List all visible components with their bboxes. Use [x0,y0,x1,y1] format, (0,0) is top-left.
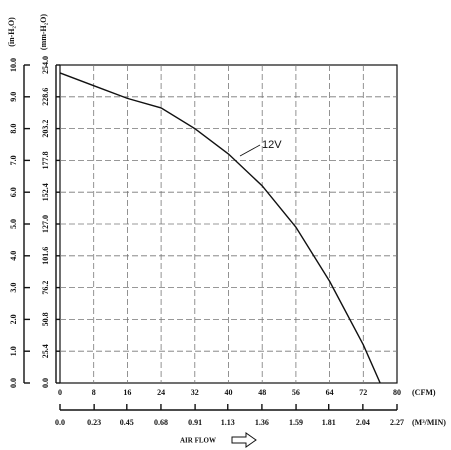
y-tick-label: 0.0 [9,378,18,388]
x-tick-label: 72 [359,388,367,397]
y2-tick-label: 101.6 [41,247,50,265]
y2-tick-label: 228.6 [41,88,50,106]
curve [59,72,381,384]
y-axis-title: (in-H₂O) [7,17,16,47]
y2-tick-label: 50.8 [41,312,50,326]
x2-tick-label: 0.68 [154,418,168,427]
y2-tick-label: 254.0 [41,56,50,74]
x2-tick-label: 0.45 [120,418,134,427]
x2-unit: (M³/MIN) [412,418,446,427]
y-tick-label: 7.0 [9,155,18,165]
x-tick-label: 56 [292,388,300,397]
y2-tick-label: 177.8 [41,151,50,169]
y-tick-label: 2.0 [9,314,18,324]
y-tick-label: 3.0 [9,283,18,293]
y2-tick-label: 203.2 [41,120,50,138]
y-tick-label: 9.0 [9,92,18,102]
x-tick-label: 0 [58,388,62,397]
y2-tick-label: 152.4 [41,183,50,201]
x2-tick-label: 1.81 [322,418,336,427]
x-tick-label: 64 [326,388,334,397]
x2-tick-label: 1.36 [255,418,269,427]
y2-tick-label: 127.0 [41,215,50,233]
y2-tick-label: 76.2 [41,281,50,295]
y2-tick-label: 0.0 [41,378,50,388]
x-tick-label: 40 [225,388,233,397]
x2-tick-label: 1.13 [221,418,235,427]
arrow-icon [231,432,257,448]
x2-tick-label: 1.59 [289,418,303,427]
x-tick-label: 8 [92,388,96,397]
x-axis-title: AIR FLOW [180,437,216,445]
x-tick-label: 16 [123,388,131,397]
series-label: 12V [262,139,282,151]
y-tick-label: 10.0 [9,58,18,72]
y-tick-label: 4.0 [9,251,18,261]
x2-tick-label: 2.27 [390,418,404,427]
x-tick-label: 24 [157,388,165,397]
label-leader [239,144,261,157]
y2-axis-title: (mm-H₂O) [39,14,48,51]
x2-tick-label: 0.91 [188,418,202,427]
y-tick-label: 1.0 [9,346,18,356]
x-tick-label: 32 [191,388,199,397]
y-tick-label: 8.0 [9,124,18,134]
x2-tick-label: 2.04 [356,418,370,427]
y-tick-label: 5.0 [9,219,18,229]
x-tick-label: 48 [258,388,266,397]
y2-tick-label: 25.4 [41,344,50,358]
x-unit: (CFM) [412,388,436,397]
x-tick-label: 80 [393,388,401,397]
x2-tick-label: 0.23 [87,418,101,427]
y-tick-label: 6.0 [9,187,18,197]
x2-tick-label: 0.0 [55,418,65,427]
